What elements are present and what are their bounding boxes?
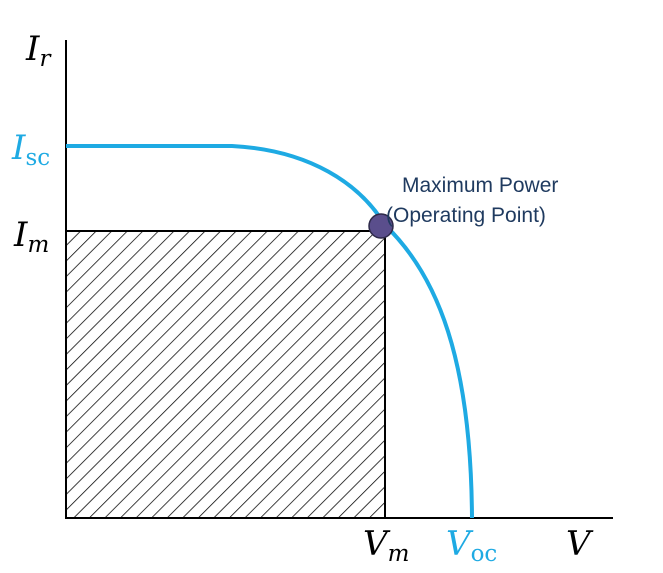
im-label: Im xyxy=(13,215,49,258)
vm-label: Vm xyxy=(363,524,409,567)
max-power-annotation: Maximum Power (Operating Point) xyxy=(386,174,564,227)
x-axis-label: V xyxy=(566,524,594,564)
voc-label: Voc xyxy=(446,524,497,567)
y-axis-label: Ir xyxy=(25,29,52,72)
operating-point-marker xyxy=(368,213,394,239)
max-power-annotation-line1: Maximum Power xyxy=(402,174,558,197)
isc-label: Isc xyxy=(11,128,50,171)
max-power-area xyxy=(66,231,385,518)
max-power-annotation-line2: (Operating Point) xyxy=(386,204,546,227)
